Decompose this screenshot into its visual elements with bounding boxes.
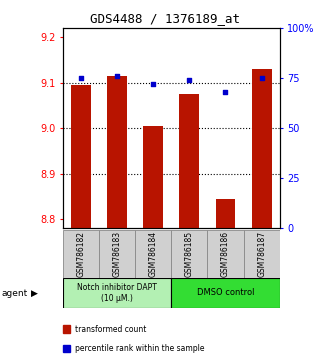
- Text: DMSO control: DMSO control: [197, 289, 254, 297]
- Point: [259, 75, 264, 81]
- Text: transformed count: transformed count: [75, 325, 147, 333]
- Text: GSM786182: GSM786182: [76, 231, 85, 277]
- FancyBboxPatch shape: [99, 230, 135, 278]
- Bar: [179, 94, 199, 228]
- FancyBboxPatch shape: [63, 230, 99, 278]
- Text: GSM786186: GSM786186: [221, 231, 230, 277]
- FancyBboxPatch shape: [208, 230, 244, 278]
- FancyBboxPatch shape: [171, 230, 208, 278]
- Text: percentile rank within the sample: percentile rank within the sample: [75, 344, 205, 353]
- Text: ▶: ▶: [31, 289, 38, 298]
- FancyBboxPatch shape: [244, 230, 280, 278]
- Text: agent: agent: [2, 289, 28, 298]
- Text: GDS4488 / 1376189_at: GDS4488 / 1376189_at: [90, 12, 241, 25]
- Point: [223, 90, 228, 95]
- Bar: [215, 199, 235, 228]
- Bar: [71, 85, 91, 228]
- Text: GSM786187: GSM786187: [257, 231, 266, 277]
- Bar: [107, 76, 127, 228]
- Point: [151, 81, 156, 87]
- Text: GSM786185: GSM786185: [185, 231, 194, 277]
- FancyBboxPatch shape: [63, 278, 171, 308]
- Bar: [252, 69, 271, 228]
- Point: [115, 74, 120, 79]
- Text: Notch inhibitor DAPT
(10 μM.): Notch inhibitor DAPT (10 μM.): [77, 282, 157, 303]
- Point: [78, 75, 84, 81]
- FancyBboxPatch shape: [135, 230, 171, 278]
- Text: GSM786184: GSM786184: [149, 231, 158, 277]
- FancyBboxPatch shape: [171, 278, 280, 308]
- Point: [187, 78, 192, 83]
- Text: GSM786183: GSM786183: [113, 231, 121, 277]
- Bar: [143, 126, 163, 228]
